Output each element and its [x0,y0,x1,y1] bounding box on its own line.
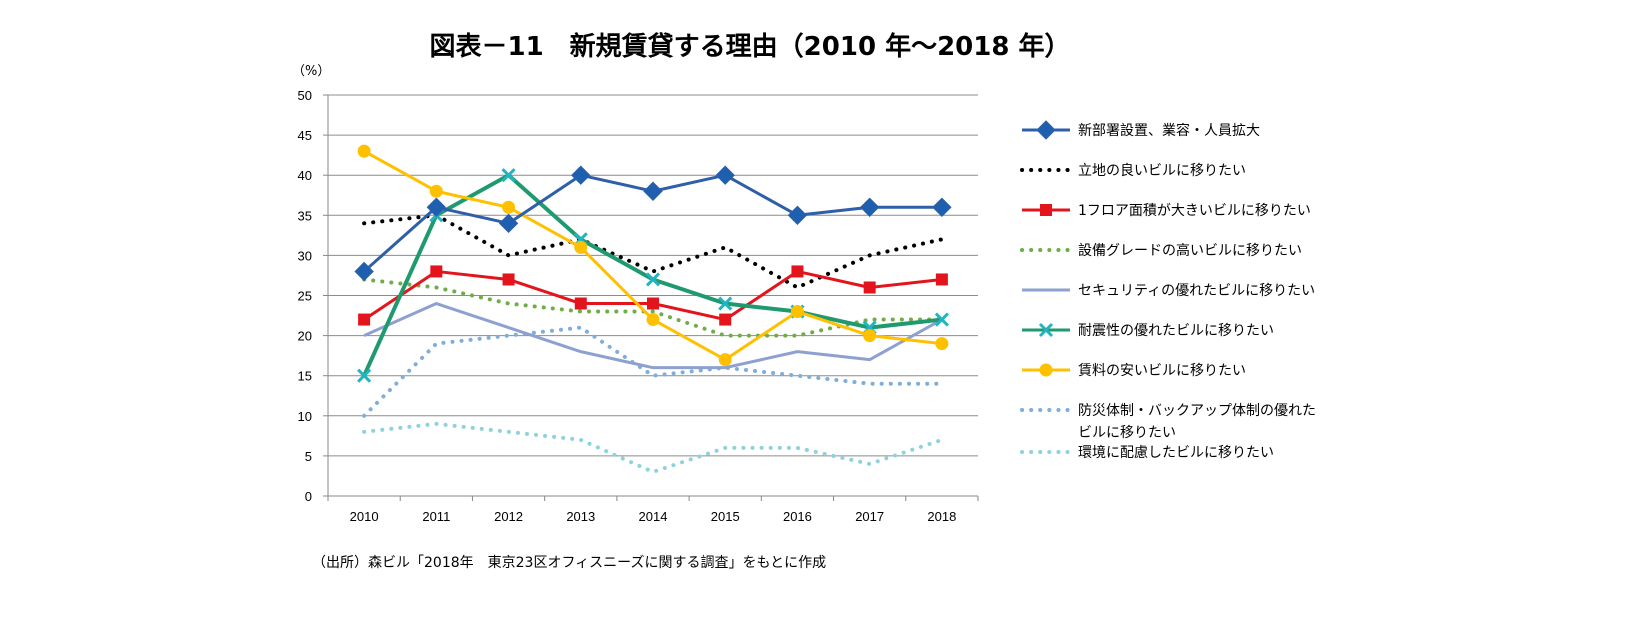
y-tick-label: 25 [298,289,312,304]
x-tick-label: 2014 [639,509,668,524]
x-tick-label: 2010 [350,509,379,524]
series-4 [363,302,943,370]
y-tick-label: 20 [298,329,312,344]
series-5 [357,168,949,383]
circle-marker [1039,363,1053,377]
diamond-marker [498,213,519,234]
square-marker [358,313,371,326]
y-tick-label: 40 [298,168,312,183]
series-3 [362,277,944,338]
legend-label: 防災体制・バックアップ体制の優れたビルに移りたい [1078,403,1316,441]
circle-marker [574,240,588,254]
x-marker [1038,322,1054,338]
x-tick-label: 2012 [494,509,523,524]
circle-marker [863,329,877,343]
diamond-marker [354,261,374,282]
x-marker [645,272,661,287]
diamond-marker [571,165,591,185]
series-line [362,325,944,418]
legend-label-line: 防災体制・バックアップ体制の優れた [1078,403,1316,419]
circle-marker [718,353,732,367]
y-tick-label: 50 [298,88,312,103]
legend-item: セキュリティの優れたビルに移りたい [1022,283,1315,299]
circle-marker [935,337,949,351]
diamond-marker [859,197,880,217]
series-2 [358,265,948,326]
diamond-marker [932,197,952,217]
y-tick-label: 10 [298,409,312,424]
legend-label: 耐震性の優れたビルに移りたい [1078,323,1274,339]
legend-label: 環境に配慮したビルに移りたい [1078,445,1274,461]
series-1 [362,213,944,290]
legend-item: 耐震性の優れたビルに移りたい [1022,322,1274,339]
legend-label: 新部署設置、業容・人員拡大 [1078,122,1260,139]
x-tick-label: 2015 [711,509,740,524]
x-marker [934,312,949,327]
legend-item: 新部署設置、業容・人員拡大 [1022,120,1260,140]
series-line [362,277,944,338]
legend-item: 1フロア面積が大きいビルに移りたい [1022,203,1311,219]
legend-label: 賃料の安いビルに移りたい [1078,363,1246,379]
diamond-marker [787,205,808,226]
y-tick-label: 15 [298,369,312,384]
legend-label: 設備グレードの高いビルに移りたい [1078,242,1302,259]
diamond-marker [1036,120,1056,140]
series-0 [354,165,952,282]
square-marker [430,265,443,278]
circle-marker [357,144,371,158]
legend-label: セキュリティの優れたビルに移りたい [1078,283,1315,299]
legend-item: 設備グレードの高いビルに移りたい [1020,242,1302,259]
square-marker [502,273,515,286]
x-tick-label: 2013 [566,509,595,524]
y-tick-label: 45 [298,128,312,143]
series-line [362,421,944,474]
legend-item: 立地の良いビルに移りたい [1020,163,1246,179]
x-tick-label: 2011 [422,509,450,524]
square-marker [935,273,948,286]
x-tick-label: 2016 [783,509,812,524]
circle-marker [429,184,443,198]
y-tick-label: 5 [305,449,312,464]
circle-marker [646,313,660,327]
square-marker [791,265,804,278]
square-marker [647,297,659,310]
square-marker [574,297,587,310]
legend-label-line: ビルに移りたい [1078,425,1176,441]
circle-marker [502,200,516,214]
diamond-marker [426,197,447,217]
circle-marker [790,305,804,319]
x-marker [357,368,372,383]
series-8 [362,421,944,474]
legend-label: 1フロア面積が大きいビルに移りたい [1078,203,1311,219]
square-marker [719,313,732,326]
diamond-marker [643,181,663,201]
legend-item: 環境に配慮したビルに移りたい [1020,445,1274,461]
series-line [362,213,944,290]
x-tick-label: 2018 [927,509,956,524]
y-tick-label: 0 [305,489,312,504]
chart-title: 図表－11 新規賃貸する理由（2010 年～2018 年） [429,32,1071,62]
series-line [363,302,943,370]
y-tick-label: 30 [298,248,312,263]
series-7 [362,325,944,418]
square-marker [1040,204,1052,216]
series-6 [357,144,949,367]
x-tick-label: 2017 [855,509,884,524]
x-marker [501,168,516,183]
legend-item: 賃料の安いビルに移りたい [1022,363,1246,379]
series-line [362,173,943,377]
legend-item: 防災体制・バックアップ体制の優れたビルに移りたい [1020,403,1316,441]
legend-label: 立地の良いビルに移りたい [1078,163,1246,179]
diamond-marker [715,165,735,185]
y-tick-label: 35 [298,208,312,223]
square-marker [863,281,876,294]
y-axis-unit: （%） [292,64,331,79]
x-marker [718,296,733,311]
source-note: （出所）森ビル「2018年 東京23区オフィスニーズに関する調査」をもとに作成 [312,555,827,571]
